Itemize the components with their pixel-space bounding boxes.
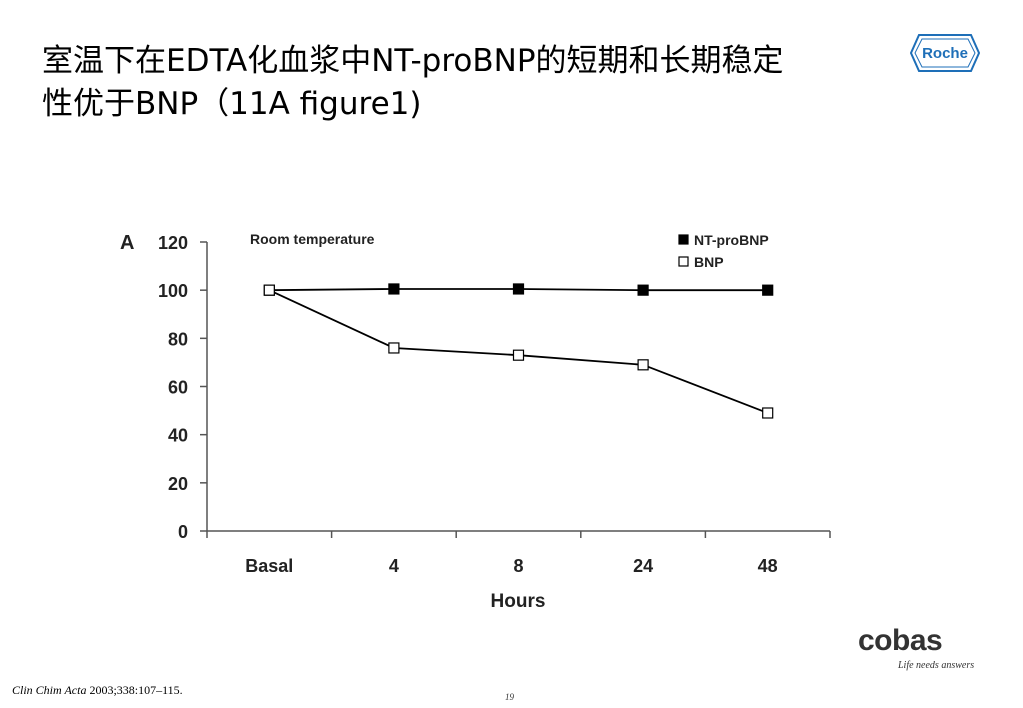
data-point — [512, 283, 525, 295]
x-tick-label: 4 — [389, 556, 399, 576]
y-tick-label: 40 — [168, 426, 188, 446]
legend-marker — [678, 234, 689, 245]
roche-logo-text: Roche — [922, 45, 968, 62]
cobas-logo-text: cobas — [858, 624, 943, 657]
page-number: 19 — [505, 692, 514, 702]
legend-label: NT-proBNP — [694, 232, 769, 248]
x-tick-label: Basal — [245, 556, 293, 576]
y-tick-label: 60 — [168, 378, 188, 398]
citation: Clin Chim Acta 2003;338:107–115. — [12, 683, 183, 698]
x-tick-label: 24 — [633, 556, 653, 576]
slide-title-line-1: 室温下在EDTA化血浆中NT-proBNP的短期和长期稳定 — [42, 43, 784, 79]
slide-title: 室温下在EDTA化血浆中NT-proBNP的短期和长期稳定 性优于BNP（11A… — [42, 40, 822, 126]
y-tick-label: 80 — [168, 329, 188, 349]
data-point — [637, 284, 649, 296]
y-tick-label: 100 — [158, 281, 188, 301]
citation-journal: Clin Chim Acta — [12, 683, 87, 697]
legend-marker — [678, 256, 689, 267]
data-point — [263, 284, 275, 296]
cobas-tagline: Life needs answers — [898, 660, 975, 671]
legend-label: BNP — [694, 254, 724, 270]
x-tick-label: 48 — [758, 556, 778, 576]
data-point — [512, 349, 525, 361]
y-tick-label: 0 — [178, 522, 188, 542]
data-point — [762, 407, 774, 419]
data-point — [637, 359, 649, 371]
data-point — [388, 283, 400, 295]
citation-details: 2003;338:107–115. — [86, 683, 183, 697]
x-axis-title: Hours — [491, 591, 546, 612]
slide-title-line-2: 性优于BNP（11A figure1) — [42, 86, 422, 122]
panel-label: A — [120, 232, 134, 254]
data-point — [762, 284, 774, 296]
roche-logo: Roche — [909, 33, 981, 73]
cobas-logo: cobas Life needs answers — [858, 624, 988, 674]
data-point — [388, 342, 400, 354]
y-tick-label: 20 — [168, 474, 188, 494]
chart: 0 20 40 60 80 100 120 Basal 4 8 24 48 Hours A Room tem… — [110, 218, 850, 618]
y-tick-label: 120 — [158, 233, 188, 253]
chart-annotation: Room temperature — [250, 231, 375, 247]
x-tick-label: 8 — [513, 556, 523, 576]
